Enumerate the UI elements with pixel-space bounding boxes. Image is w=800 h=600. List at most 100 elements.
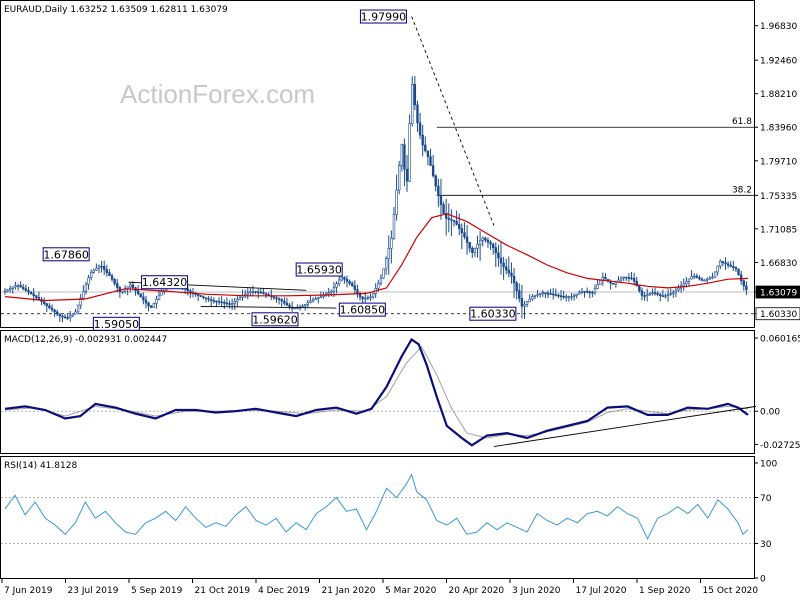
candle-body [724,262,727,265]
candle-body [471,247,474,253]
price-panel [0,0,755,328]
candle-body [497,252,500,259]
candle-body [204,297,208,299]
candle-body [361,296,364,299]
candle-body [651,292,654,295]
candle-body [648,293,652,296]
candle-body [56,311,59,315]
candle-body [421,134,424,146]
trendline [200,306,337,309]
candle-body [230,303,234,305]
x-axis-label: 15 Oct 2020 [703,586,759,596]
candle-body [121,290,124,293]
candle-body [129,284,132,288]
candle-body [340,276,343,281]
candle-body [557,294,560,297]
price-axis-label: 1.92460 [760,57,797,67]
candle-body [703,279,706,282]
candle-body [745,285,748,290]
price-annotation-label: 1.97990 [361,11,407,24]
candle-body [110,275,114,280]
price-annotation-box [251,312,299,327]
candle-body [549,293,552,295]
candle-body [578,292,581,295]
candle-body [189,290,192,293]
candle-body [327,292,330,295]
candle-body [612,283,615,285]
price-annotation-label: 1.59050 [94,318,140,331]
rsi-axis-label: 0 [760,575,766,585]
price-annotation-label: 1.67860 [43,248,89,261]
candle-body [510,272,513,277]
candle-body [87,277,90,285]
candle-body [473,248,477,253]
candle-body [690,276,693,280]
candle-body [544,292,547,295]
candle-body [533,295,537,297]
candle-body [95,267,98,271]
candle-body [317,297,320,300]
candle-body [463,232,466,238]
macd-axis-label: 0.00 [760,408,780,418]
candle-body [14,285,17,288]
price-annotation-box [42,247,90,262]
candle-body [739,274,743,281]
candle-body [706,278,709,281]
candle-body [565,296,568,298]
candle-body [661,295,665,297]
candle-body [619,277,623,281]
candle-body [559,295,563,297]
x-axis-label: 21 Jan 2020 [322,586,376,596]
candle-body [280,299,283,302]
axis-layer: 1.96830 1.92460 1.88210 1.83960 1.79710 1.753… [1,22,800,596]
candle-body [345,278,349,282]
candle-body [525,301,529,305]
candle-body [512,275,516,284]
candle-body [413,84,417,106]
candle-body [45,303,48,307]
candle-body [6,289,9,292]
candle-body [570,296,573,298]
candle-body [656,293,659,295]
candle-body [434,175,437,187]
candle-body [275,297,278,300]
x-axis-label: 17 Jul 2020 [576,586,627,596]
candle-body [32,293,35,296]
price-annotation-box [359,9,407,24]
candle-body [24,288,28,291]
candle-body [71,313,75,317]
candle-body [455,221,458,225]
candle-body [405,168,409,182]
candle-body [742,280,745,287]
candle-body [3,290,7,293]
candle-body [277,298,281,301]
candle-body [458,224,461,229]
candle-body [371,293,375,298]
candle-body [520,298,524,307]
candle-body [672,291,675,294]
candle-body [515,282,518,291]
candle-body [476,244,479,249]
candle-body [674,289,678,293]
x-axis-label: 4 Dec 2019 [258,586,310,596]
candle-body [29,291,33,295]
candle-body [403,144,406,170]
candle-body [431,165,435,177]
candle-body [486,239,490,243]
candle-body [666,294,670,296]
candle-body [408,123,411,182]
candle-body [468,242,471,249]
rsi-axis-label: 30 [760,540,772,550]
candle-body [97,265,101,269]
rsi-axis-label: 100 [760,460,777,470]
candle-body [351,283,354,287]
x-axis-label: 23 Jul 2019 [68,586,119,596]
candle-body [152,303,156,308]
rsi-panel [0,456,755,579]
price-annotation-label: 1.59620 [252,313,298,326]
candle-body [84,284,88,292]
x-axis-label: 5 Mar 2020 [385,586,437,596]
price-axis-marker [755,285,800,299]
candle-body [157,294,161,300]
